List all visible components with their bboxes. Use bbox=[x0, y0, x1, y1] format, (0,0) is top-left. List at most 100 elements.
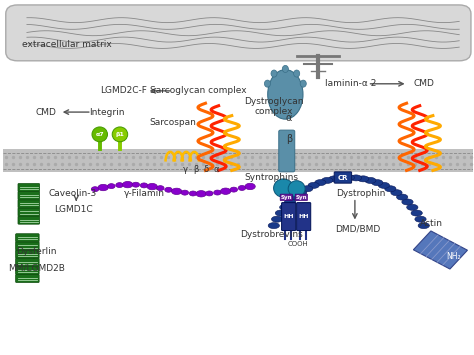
Ellipse shape bbox=[273, 179, 293, 197]
Ellipse shape bbox=[122, 181, 133, 188]
Text: Syntrophins: Syntrophins bbox=[244, 173, 298, 182]
Ellipse shape bbox=[290, 194, 301, 200]
Bar bbox=[3, 149, 474, 172]
Ellipse shape bbox=[165, 187, 172, 192]
FancyBboxPatch shape bbox=[16, 258, 39, 266]
FancyBboxPatch shape bbox=[16, 234, 39, 242]
Ellipse shape bbox=[372, 180, 383, 186]
Text: laminin-α 2: laminin-α 2 bbox=[326, 79, 377, 88]
Ellipse shape bbox=[283, 65, 288, 72]
Text: γ: γ bbox=[183, 165, 188, 174]
Text: HH: HH bbox=[283, 214, 294, 219]
Ellipse shape bbox=[238, 186, 246, 190]
Ellipse shape bbox=[295, 190, 307, 196]
FancyBboxPatch shape bbox=[295, 194, 308, 201]
Ellipse shape bbox=[328, 176, 340, 182]
Text: β1: β1 bbox=[116, 132, 124, 137]
Ellipse shape bbox=[91, 187, 99, 192]
Text: α: α bbox=[214, 165, 219, 174]
Text: LGMD2C-F: LGMD2C-F bbox=[100, 86, 146, 95]
Ellipse shape bbox=[391, 190, 402, 196]
Ellipse shape bbox=[321, 178, 333, 184]
Ellipse shape bbox=[415, 216, 426, 222]
Text: γ-Filamin: γ-Filamin bbox=[124, 189, 165, 198]
Ellipse shape bbox=[230, 187, 237, 192]
Ellipse shape bbox=[365, 178, 376, 184]
Ellipse shape bbox=[196, 191, 206, 197]
FancyBboxPatch shape bbox=[18, 200, 40, 208]
Ellipse shape bbox=[268, 223, 280, 229]
Ellipse shape bbox=[418, 223, 429, 229]
Ellipse shape bbox=[272, 216, 283, 222]
FancyBboxPatch shape bbox=[18, 184, 40, 192]
Text: Sarcospan: Sarcospan bbox=[149, 118, 196, 127]
Text: DMD/BMD: DMD/BMD bbox=[336, 224, 381, 233]
Text: Integrin: Integrin bbox=[89, 108, 125, 116]
Ellipse shape bbox=[300, 80, 306, 87]
FancyBboxPatch shape bbox=[18, 192, 40, 200]
FancyBboxPatch shape bbox=[16, 242, 39, 250]
Text: CR: CR bbox=[337, 175, 348, 180]
Text: α7: α7 bbox=[95, 132, 104, 137]
FancyBboxPatch shape bbox=[16, 266, 39, 274]
Polygon shape bbox=[413, 231, 467, 269]
Text: Syn: Syn bbox=[281, 195, 292, 200]
Ellipse shape bbox=[140, 183, 148, 188]
Ellipse shape bbox=[357, 176, 369, 182]
Ellipse shape bbox=[112, 127, 128, 142]
Ellipse shape bbox=[271, 70, 277, 77]
FancyBboxPatch shape bbox=[18, 208, 40, 216]
Ellipse shape bbox=[343, 175, 355, 181]
Ellipse shape bbox=[206, 191, 213, 196]
Text: Dystroglycan
complex: Dystroglycan complex bbox=[244, 97, 303, 116]
Ellipse shape bbox=[147, 184, 157, 190]
Ellipse shape bbox=[245, 183, 255, 190]
Text: Dysferlin: Dysferlin bbox=[16, 247, 56, 256]
Text: β: β bbox=[193, 165, 199, 174]
Ellipse shape bbox=[411, 210, 422, 216]
Ellipse shape bbox=[156, 186, 164, 191]
Ellipse shape bbox=[220, 188, 231, 195]
Ellipse shape bbox=[315, 180, 326, 186]
Text: β: β bbox=[286, 134, 292, 144]
FancyBboxPatch shape bbox=[279, 130, 295, 172]
Ellipse shape bbox=[108, 184, 115, 189]
Text: Caveolin-3: Caveolin-3 bbox=[49, 189, 97, 198]
Text: Syn: Syn bbox=[296, 195, 307, 200]
FancyBboxPatch shape bbox=[6, 5, 471, 61]
Text: CMD: CMD bbox=[35, 108, 56, 116]
Text: Dystrobrevins: Dystrobrevins bbox=[240, 230, 302, 239]
Text: COOH: COOH bbox=[288, 241, 309, 247]
Ellipse shape bbox=[189, 191, 197, 196]
Text: LGMD1C: LGMD1C bbox=[54, 205, 92, 214]
Text: δ: δ bbox=[204, 165, 209, 174]
FancyBboxPatch shape bbox=[280, 194, 292, 201]
FancyBboxPatch shape bbox=[16, 250, 39, 258]
FancyBboxPatch shape bbox=[16, 274, 39, 283]
Ellipse shape bbox=[268, 70, 303, 119]
FancyBboxPatch shape bbox=[18, 216, 40, 224]
Ellipse shape bbox=[293, 70, 300, 77]
Text: MM/LGMD2B: MM/LGMD2B bbox=[8, 263, 65, 272]
Text: Dystrophin: Dystrophin bbox=[336, 189, 385, 198]
Ellipse shape bbox=[92, 127, 108, 142]
Ellipse shape bbox=[397, 194, 408, 200]
Ellipse shape bbox=[275, 210, 286, 216]
Ellipse shape bbox=[98, 184, 109, 191]
Ellipse shape bbox=[407, 204, 418, 210]
Ellipse shape bbox=[181, 190, 189, 195]
Ellipse shape bbox=[288, 181, 305, 197]
Ellipse shape bbox=[308, 182, 319, 189]
Ellipse shape bbox=[116, 182, 123, 187]
Ellipse shape bbox=[301, 186, 313, 192]
Ellipse shape bbox=[284, 199, 296, 205]
Ellipse shape bbox=[350, 175, 362, 181]
Ellipse shape bbox=[336, 175, 347, 181]
Text: extracellular matrix: extracellular matrix bbox=[22, 40, 112, 49]
Text: HH: HH bbox=[299, 214, 309, 219]
FancyBboxPatch shape bbox=[282, 203, 296, 230]
Text: α: α bbox=[286, 113, 292, 123]
Text: CMD: CMD bbox=[413, 79, 434, 88]
Ellipse shape bbox=[132, 182, 140, 187]
FancyBboxPatch shape bbox=[297, 203, 311, 230]
